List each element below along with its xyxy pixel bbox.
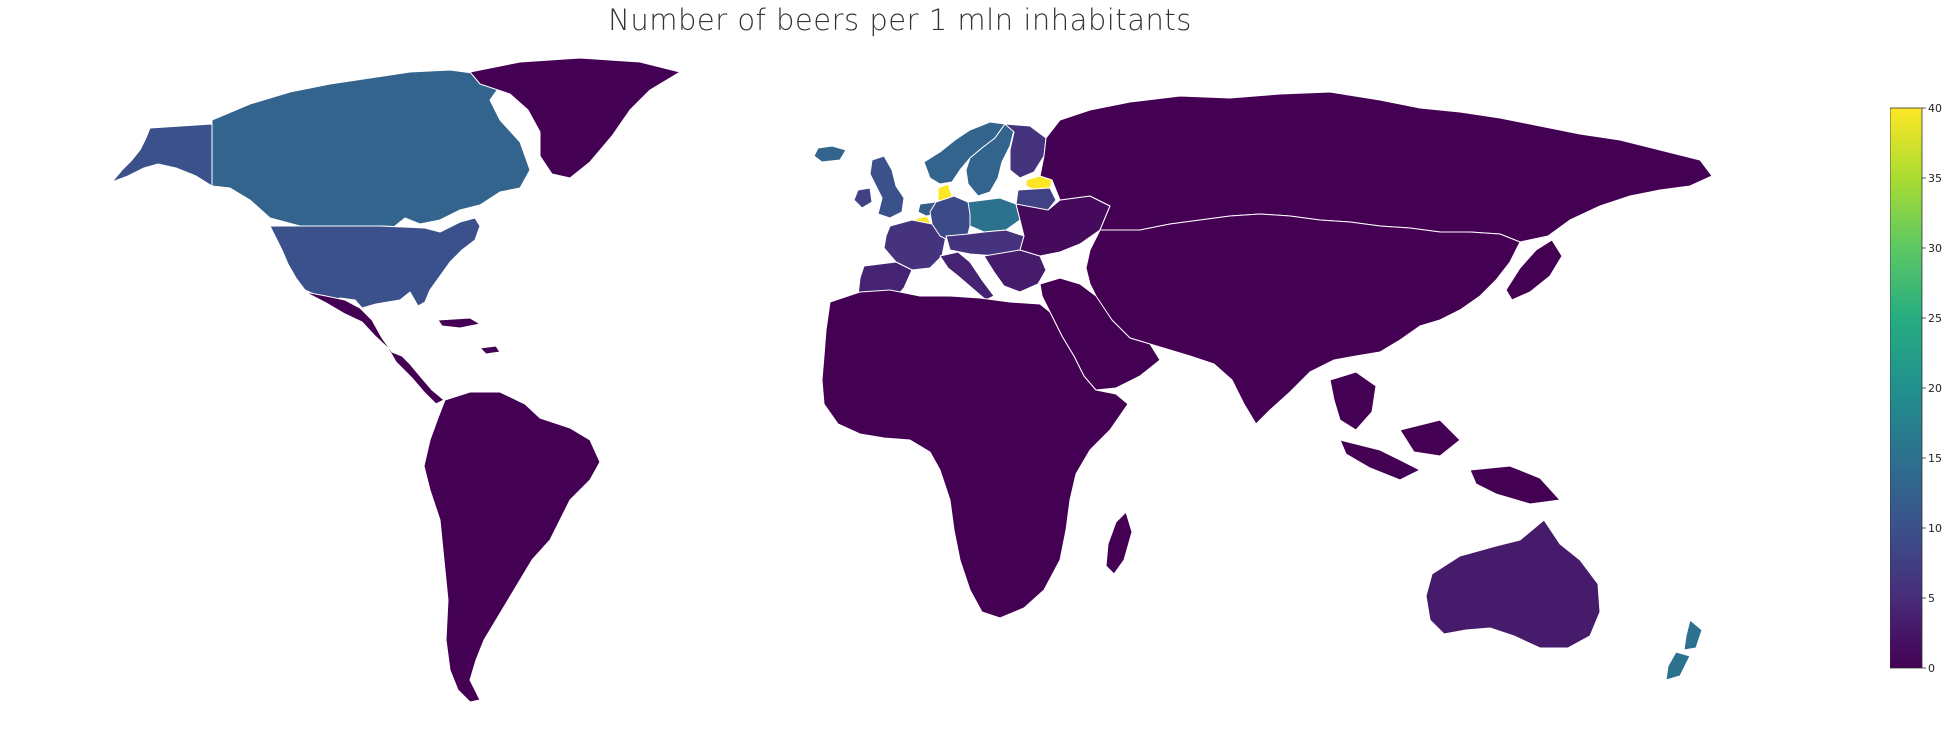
region-finland: [1004, 123, 1047, 179]
region-russia: [1039, 91, 1713, 243]
region-australia: [1425, 519, 1601, 649]
colorbar-tick-label: 35: [1928, 172, 1942, 185]
region-middle-east: [1039, 277, 1161, 391]
region-asia: [1085, 213, 1521, 425]
region-balkans: [983, 249, 1047, 293]
colorbar-tick-label: 25: [1928, 312, 1942, 325]
region-iceland: [813, 145, 847, 163]
region-france: [883, 219, 947, 271]
region-canada: [211, 69, 531, 241]
colorbar: 0 5 10 15 20 25 30 35 40: [1890, 102, 1942, 675]
region-united-kingdom: [869, 155, 905, 219]
region-united-states: [269, 217, 481, 309]
colorbar-tick-label: 5: [1928, 592, 1935, 605]
region-japan: [1505, 239, 1563, 301]
region-alaska: [111, 123, 213, 187]
region-mexico-central-america: [304, 291, 445, 405]
map-title: Number of beers per 1 mln inhabitants: [608, 3, 1192, 37]
region-sweden: [965, 123, 1015, 197]
region-caribbean: [437, 317, 501, 355]
region-madagascar: [1105, 511, 1133, 575]
colorbar-tick-label: 20: [1928, 382, 1942, 395]
region-italy: [939, 251, 995, 301]
colorbar-tick-label: 30: [1928, 242, 1942, 255]
colorbar-tick-label: 10: [1928, 522, 1942, 535]
region-new-zealand: [1665, 619, 1703, 681]
region-greenland: [469, 57, 681, 179]
region-ireland: [853, 187, 873, 209]
colorbar-gradient: [1890, 107, 1923, 669]
region-south-america: [423, 391, 601, 703]
colorbar-tick-label: 15: [1928, 452, 1942, 465]
colorbar-tick-label: 40: [1928, 102, 1942, 115]
world-map: [111, 57, 1713, 703]
region-southeast-asia: [1329, 371, 1561, 505]
colorbar-tick-label: 0: [1928, 662, 1935, 675]
region-poland: [967, 197, 1021, 233]
region-africa: [821, 289, 1129, 619]
